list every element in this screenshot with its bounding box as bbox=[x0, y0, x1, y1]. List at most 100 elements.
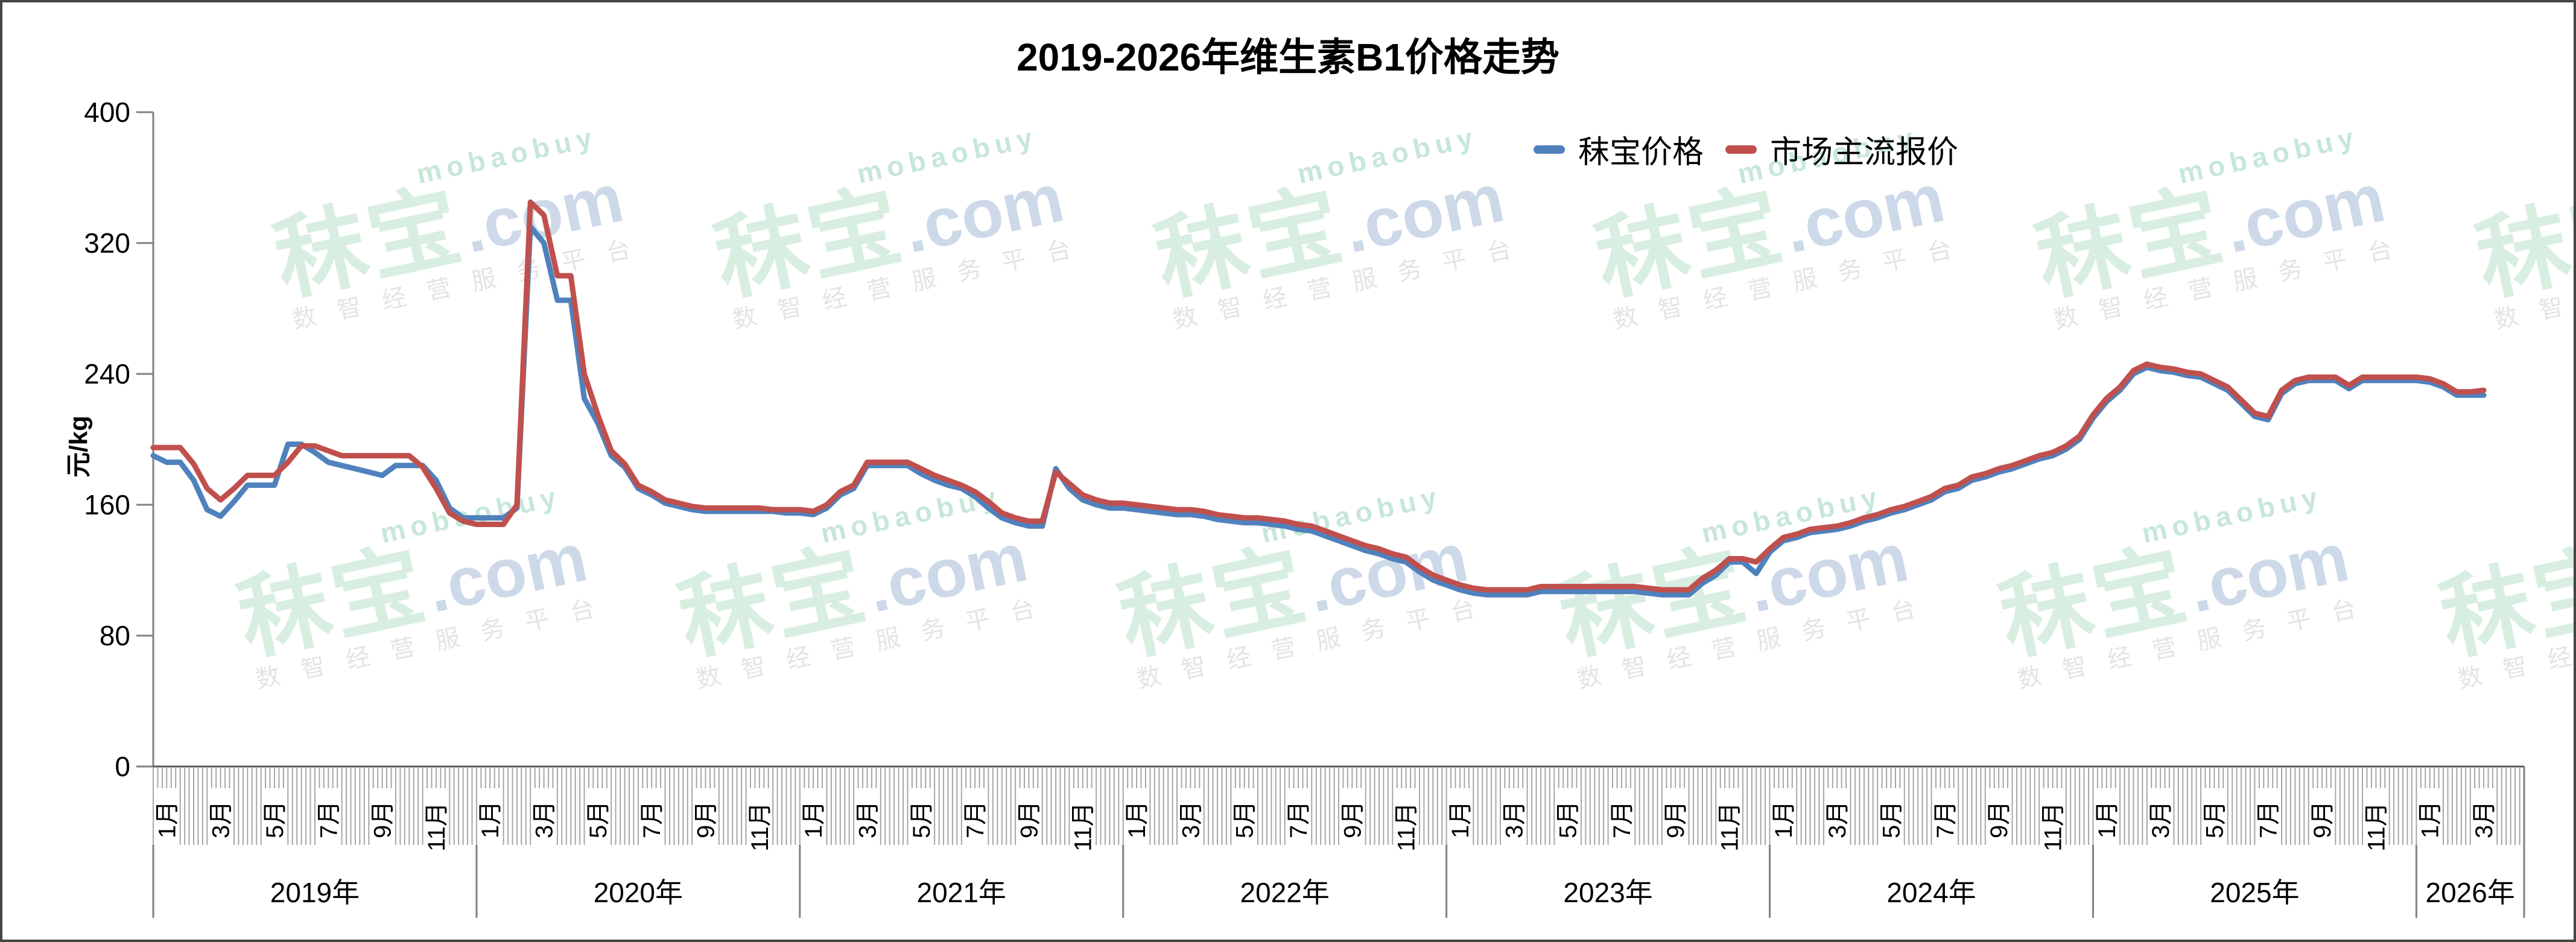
y-tick-label: 0 bbox=[115, 751, 130, 782]
month-tick-label: 1月 bbox=[1124, 801, 1150, 838]
month-label-bg bbox=[1716, 788, 1742, 865]
chart-title: 2019-2026年维生素B1价格走势 bbox=[1017, 36, 1559, 79]
month-tick-label: 3月 bbox=[2471, 801, 2498, 838]
month-label-bg bbox=[423, 788, 449, 865]
month-label-bg bbox=[261, 788, 287, 851]
month-tick-label: 5月 bbox=[585, 801, 612, 838]
month-tick-label: 5月 bbox=[1232, 801, 1258, 838]
year-label: 2026年 bbox=[2426, 877, 2515, 908]
month-tick-label: 9月 bbox=[693, 801, 720, 838]
y-tick-label: 320 bbox=[84, 227, 130, 259]
legend-item-market-price: 市场主流报价 bbox=[1725, 127, 1958, 172]
month-tick-label: 11月 bbox=[747, 802, 773, 852]
month-tick-label: 1月 bbox=[1447, 801, 1474, 838]
y-axis-unit-label: 元/kg bbox=[64, 416, 93, 478]
month-label-bg bbox=[154, 788, 180, 851]
month-tick-label: 5月 bbox=[1555, 801, 1582, 838]
month-tick-label: 1月 bbox=[801, 801, 827, 838]
month-label-bg bbox=[1663, 788, 1689, 851]
month-label-bg bbox=[2201, 788, 2227, 851]
month-tick-label: 7月 bbox=[1286, 801, 1312, 838]
month-label-bg bbox=[1608, 788, 1634, 851]
month-label-bg bbox=[1770, 788, 1796, 851]
month-tick-label: 11月 bbox=[424, 802, 450, 852]
year-label: 2019年 bbox=[270, 877, 360, 908]
month-tick-label: 7月 bbox=[316, 801, 342, 838]
month-label-bg bbox=[1124, 788, 1150, 851]
month-tick-label: 7月 bbox=[1609, 801, 1635, 838]
month-label-bg bbox=[1178, 788, 1204, 851]
month-label-bg bbox=[1393, 788, 1419, 865]
month-label-bg bbox=[316, 788, 341, 851]
month-label-bg bbox=[854, 788, 880, 851]
month-tick-label: 7月 bbox=[2256, 801, 2282, 838]
month-label-bg bbox=[1824, 788, 1850, 851]
month-tick-label: 1月 bbox=[1771, 801, 1797, 838]
y-tick-label: 400 bbox=[84, 96, 130, 128]
y-tick-label: 80 bbox=[100, 620, 130, 651]
month-tick-label: 1月 bbox=[154, 801, 180, 838]
month-label-bg bbox=[908, 788, 934, 851]
month-label-bg bbox=[693, 788, 719, 851]
y-tick-label: 160 bbox=[84, 489, 130, 520]
month-label-bg bbox=[1501, 788, 1527, 851]
month-tick-label: 3月 bbox=[208, 801, 235, 838]
year-label: 2020年 bbox=[594, 877, 683, 908]
chart-legend: 秣宝价格 市场主流报价 bbox=[1534, 127, 1958, 172]
legend-item-mobao-price: 秣宝价格 bbox=[1534, 127, 1704, 172]
month-tick-label: 1月 bbox=[477, 801, 504, 838]
month-label-bg bbox=[208, 788, 233, 851]
month-label-bg bbox=[2040, 788, 2066, 865]
month-tick-label: 9月 bbox=[1663, 801, 1689, 838]
month-label-bg bbox=[2255, 788, 2281, 851]
month-tick-label: 11月 bbox=[1394, 802, 1420, 852]
month-label-bg bbox=[639, 788, 665, 851]
blue-line-swatch-icon bbox=[1534, 145, 1565, 154]
month-label-bg bbox=[1231, 788, 1257, 851]
month-label-bg bbox=[2309, 788, 2335, 851]
month-tick-label: 7月 bbox=[639, 801, 665, 838]
month-tick-label: 5月 bbox=[262, 801, 288, 838]
month-tick-label: 11月 bbox=[1070, 802, 1097, 852]
market-price-line bbox=[150, 199, 2487, 593]
month-tick-label: 1月 bbox=[2417, 801, 2444, 838]
month-tick-label: 3月 bbox=[1178, 801, 1204, 838]
year-label: 2022年 bbox=[1240, 877, 1330, 908]
month-tick-label: 9月 bbox=[1339, 801, 1366, 838]
mobao-price-line bbox=[150, 224, 2487, 598]
month-label-bg bbox=[1339, 788, 1365, 851]
month-tick-label: 3月 bbox=[2148, 801, 2174, 838]
month-label-bg bbox=[1070, 788, 1096, 865]
month-label-bg bbox=[369, 788, 395, 851]
month-tick-label: 7月 bbox=[1932, 801, 1959, 838]
month-tick-label: 9月 bbox=[1016, 801, 1042, 838]
month-tick-label: 5月 bbox=[2201, 801, 2228, 838]
month-tick-label: 3月 bbox=[1501, 801, 1528, 838]
month-tick-label: 11月 bbox=[2363, 802, 2390, 852]
year-label: 2021年 bbox=[917, 877, 1006, 908]
month-label-bg bbox=[1878, 788, 1904, 851]
month-tick-label: 3月 bbox=[854, 801, 881, 838]
month-tick-label: 9月 bbox=[370, 801, 396, 838]
month-label-bg bbox=[1986, 788, 2012, 851]
month-tick-label: 11月 bbox=[1717, 802, 1743, 852]
month-label-bg bbox=[801, 788, 826, 851]
month-tick-label: 1月 bbox=[2094, 801, 2121, 838]
month-tick-label: 3月 bbox=[531, 801, 558, 838]
y-tick-label: 240 bbox=[84, 358, 130, 390]
month-tick-label: 9月 bbox=[2309, 801, 2336, 838]
month-label-bg bbox=[531, 788, 557, 851]
month-label-bg bbox=[1286, 788, 1312, 851]
month-label-bg bbox=[2093, 788, 2119, 851]
month-label-bg bbox=[585, 788, 611, 851]
month-label-bg bbox=[1016, 788, 1042, 851]
month-tick-label: 5月 bbox=[1879, 801, 1905, 838]
month-label-bg bbox=[1932, 788, 1958, 851]
legend-label: 秣宝价格 bbox=[1578, 135, 1704, 170]
legend-label: 市场主流报价 bbox=[1770, 135, 1959, 170]
month-label-bg bbox=[477, 788, 503, 851]
month-tick-label: 11月 bbox=[2040, 802, 2066, 852]
month-label-bg bbox=[2417, 788, 2443, 851]
